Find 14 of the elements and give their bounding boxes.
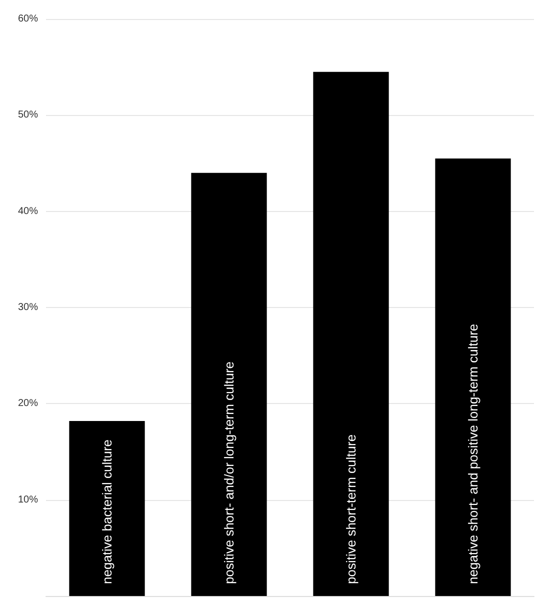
bar [69, 420, 145, 596]
y-tick-label: 40% [18, 206, 38, 217]
bar [191, 172, 267, 596]
x-tick-label: positive short-term culture [344, 434, 358, 584]
y-tick-label: 20% [18, 398, 38, 410]
y-tick-label: 60% [18, 14, 38, 24]
y-tick-label: 50% [18, 110, 38, 121]
bar [313, 72, 389, 596]
x-tick-label: negative short- and positive long-term culture [466, 324, 480, 584]
x-tick-label: negative bacterial culture [100, 439, 114, 584]
bar [435, 158, 511, 596]
y-tick-label: 30% [18, 302, 38, 313]
y-tick-label: 10% [18, 494, 38, 506]
x-tick-label: positive short- and/or long-term culture [222, 361, 236, 584]
